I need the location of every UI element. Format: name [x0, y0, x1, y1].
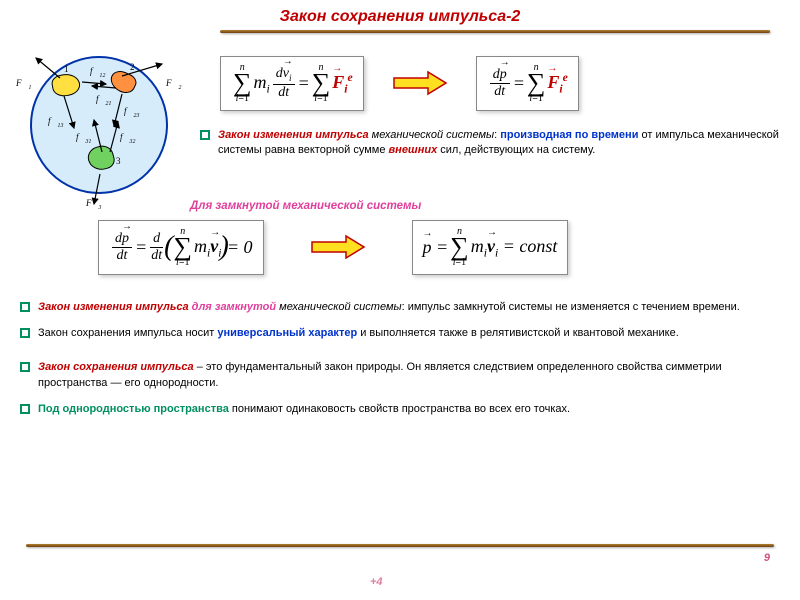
bullet-icon	[20, 302, 30, 312]
bullet-icon	[20, 328, 30, 338]
label-f32: f⃗32	[120, 132, 135, 145]
arrow-icon	[392, 70, 448, 96]
bullet-list: Закон изменения импульса для замкнутой м…	[20, 300, 780, 428]
label-f13: f⃗13	[48, 116, 63, 129]
slide-title: Закон сохранения импульса-2	[0, 0, 800, 26]
equation-row-2: dpdt = ddt ( n∑i=1 mivi ) = 0 p = n∑i=1 …	[98, 220, 568, 275]
eq-dpdt: dpdt = n∑i=1 Fie	[476, 56, 579, 111]
label-n1: 1	[64, 64, 69, 74]
label-f12: f⃗12	[90, 66, 105, 79]
eq-sum-mdvdt: n∑i=1 mi dvidt = n∑i=1 Fie	[220, 56, 364, 111]
label-f31: f⃗31	[76, 132, 91, 145]
system-diagram: F⃗1 F⃗2 F⃗3 f⃗12 f⃗21 f⃗13 f⃗23 f⃗31 f⃗3…	[14, 46, 184, 206]
bullet-icon	[20, 362, 30, 372]
law-change-momentum: Закон изменения импульса механической си…	[200, 128, 780, 158]
divider-top	[220, 30, 770, 33]
page-number: 9	[764, 552, 770, 564]
bullet-icon	[20, 404, 30, 414]
label-F3: F⃗3	[86, 198, 101, 211]
bullet-icon	[200, 130, 210, 140]
eq-closed-deriv: dpdt = ddt ( n∑i=1 mivi ) = 0	[98, 220, 264, 275]
eq-p-const: p = n∑i=1 mivi = const	[412, 220, 569, 275]
label-n3: 3	[116, 156, 121, 166]
list-item: Закон сохранения импульса – это фундамен…	[20, 360, 780, 392]
label-F2: F⃗2	[166, 78, 181, 91]
label-f23: f⃗23	[124, 106, 139, 119]
list-item: Закон изменения импульса для замкнутой м…	[20, 300, 780, 316]
closed-system-heading: Для замкнутой механической системы	[190, 200, 421, 212]
label-f21: f⃗21	[96, 94, 111, 107]
list-item: Под однородностью пространства понимают …	[20, 402, 780, 418]
label-n2: 2	[130, 62, 135, 72]
law1-text: Закон изменения импульса механической си…	[218, 128, 780, 158]
footer-mark: +4	[370, 576, 383, 588]
divider-bottom	[26, 544, 774, 547]
label-F1: F⃗1	[16, 78, 31, 91]
list-item: Закон сохранения импульса носит универса…	[20, 326, 780, 342]
arrow-icon	[310, 234, 366, 260]
equation-row-1: n∑i=1 mi dvidt = n∑i=1 Fie dpdt = n∑i=1 …	[220, 56, 579, 111]
